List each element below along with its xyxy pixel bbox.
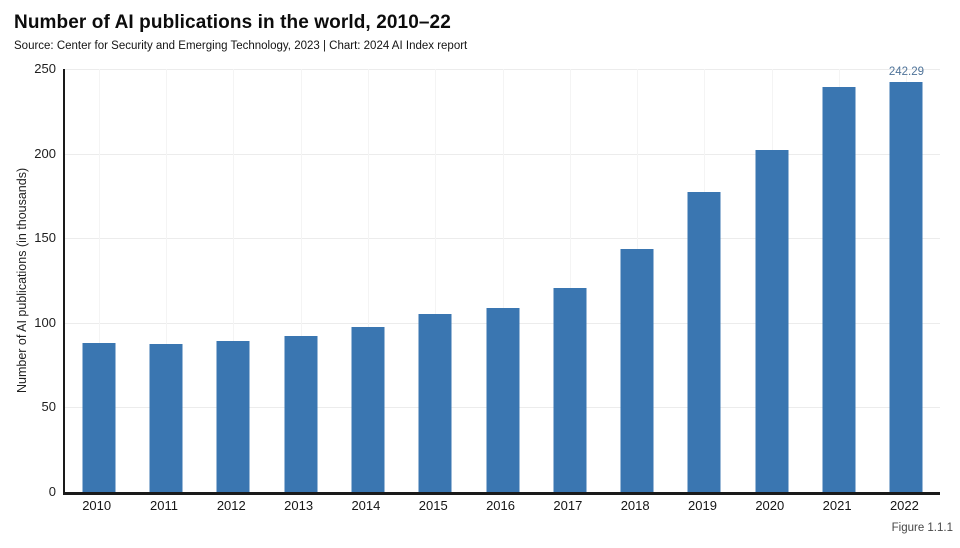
x-tick-label-2016: 2016 (486, 498, 515, 513)
bar-slot (604, 69, 671, 492)
x-tick-label-2015: 2015 (418, 498, 448, 513)
bar-2020 (755, 150, 789, 492)
x-tick-label-2017: 2017 (553, 498, 583, 513)
x-tick-label-2014: 2014 (351, 498, 381, 513)
figure-label: Figure 1.1.1 (891, 522, 953, 534)
bar-value-label: 242.29 (888, 66, 924, 79)
bar-slot (402, 69, 469, 492)
bar-2018 (620, 249, 654, 492)
bar-2011 (149, 343, 183, 492)
y-tick-label: 0 (48, 484, 56, 499)
bar-slot: 242.29 (873, 66, 940, 492)
bar-slot (671, 69, 738, 492)
x-tick-label-2010: 2010 (82, 498, 112, 513)
x-tick-label-2021: 2021 (822, 498, 852, 513)
bar-slot (200, 69, 267, 492)
y-axis-tick-labels: 0 50 100 150 200 250 (0, 61, 58, 499)
x-tick-label-2022: 2022 (889, 498, 919, 513)
x-tick-label-2011: 2011 (149, 498, 178, 513)
bar-2016 (486, 308, 520, 492)
bar-2017 (553, 288, 587, 492)
bar-2015 (418, 314, 452, 492)
bar-slot (536, 69, 603, 492)
chart-source: Source: Center for Security and Emerging… (14, 40, 468, 52)
y-tick-label: 250 (34, 61, 56, 76)
x-tick-label-2012: 2012 (216, 498, 246, 513)
chart-title: Number of AI publications in the world, … (14, 12, 451, 33)
x-tick-label-2018: 2018 (620, 498, 650, 513)
bar-2021 (822, 86, 856, 492)
vertical-gridline (435, 69, 437, 492)
vertical-gridline (502, 69, 504, 492)
y-tick-label: 150 (34, 230, 56, 246)
bar-slot (267, 69, 334, 492)
vertical-gridline (300, 69, 302, 492)
bar-2013 (284, 335, 318, 492)
vertical-gridline (98, 69, 100, 492)
bar-slot (65, 69, 132, 492)
bar-2022 (889, 82, 923, 492)
vertical-gridline (569, 69, 571, 492)
horizontal-gridline (65, 153, 940, 155)
bar-2010 (82, 343, 116, 492)
horizontal-gridline (65, 238, 940, 240)
x-tick-label-2019: 2019 (688, 498, 717, 513)
vertical-gridline (367, 69, 369, 492)
x-axis-tick-labels: 2010 2011 2012 2013 2014 2015 2016 2017 2018 2019… (63, 498, 938, 513)
y-tick-label: 50 (41, 399, 56, 415)
bar-slot (334, 69, 401, 492)
bar-slot (469, 69, 536, 492)
x-tick-label-2020: 2020 (755, 498, 785, 513)
bar-2019 (687, 191, 721, 492)
y-tick-label: 100 (34, 314, 56, 330)
plot-area: 242.29 (63, 66, 940, 495)
bars-layer: 242.29 (65, 66, 940, 492)
bar-slot (805, 69, 872, 492)
bar-slot (132, 69, 199, 492)
vertical-gridline (233, 69, 235, 492)
x-tick-label-2013: 2013 (284, 498, 314, 513)
bar-2014 (351, 327, 385, 492)
bar-2012 (216, 340, 250, 492)
y-tick-label: 200 (34, 145, 56, 161)
bar-slot (738, 69, 805, 492)
vertical-gridline (165, 69, 167, 492)
horizontal-gridline (65, 69, 940, 70)
